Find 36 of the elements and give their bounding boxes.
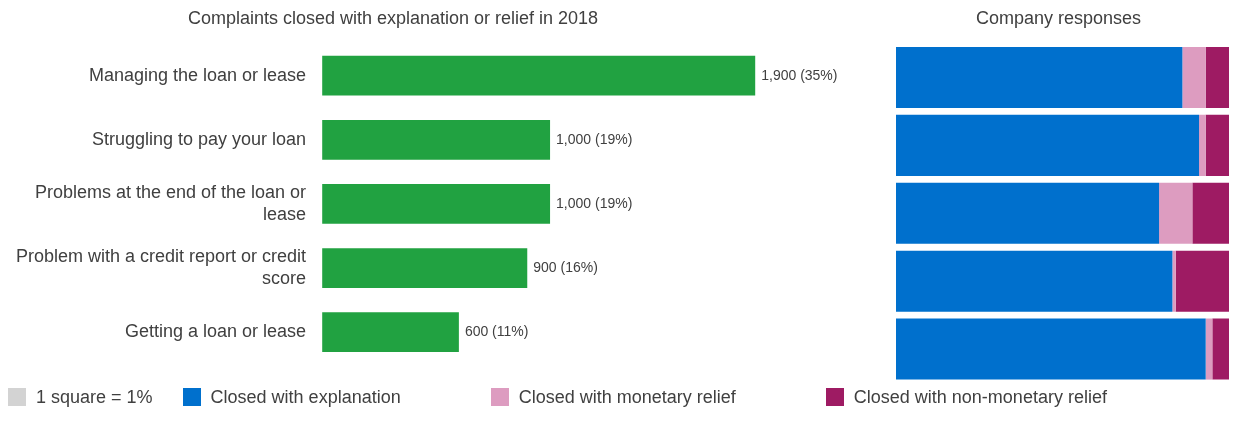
bar: [896, 114, 1200, 176]
text: 1 square = 1%: [36, 386, 153, 408]
bar: [1199, 114, 1206, 176]
y-tick-label: Struggling to pay your loan: [91, 128, 307, 149]
data-label: 900 (16%): [533, 258, 598, 275]
data-label: 600 (11%): [464, 323, 529, 339]
y-tick-label: Getting a loan or lease: [124, 321, 307, 342]
bar: [1172, 250, 1176, 312]
chart-title: Complaints closed with explanation or relief in 2018: [187, 7, 599, 28]
data-label: 1,000 (19%): [556, 194, 633, 211]
bar: [322, 184, 551, 224]
legend-label: Closed with monetary relief: [518, 386, 736, 408]
bar: [322, 312, 459, 353]
bar: [322, 248, 528, 288]
y-tick-label: Problems at the end of the loan or lease: [34, 182, 307, 224]
legend-label: Closed with non-monetary relief: [853, 386, 1107, 408]
bar: [896, 318, 1206, 380]
bar: [322, 119, 551, 160]
bar: [896, 250, 1173, 312]
bar: [896, 46, 1183, 109]
bar: [1182, 46, 1206, 109]
bar: [322, 55, 756, 96]
data-label: 1,000 (19%): [556, 130, 633, 147]
bar: [1205, 318, 1213, 380]
bar: [1212, 318, 1229, 380]
bar: [1175, 250, 1229, 312]
y-tick-label: Managing the loan or lease: [88, 64, 307, 85]
bar: [1192, 182, 1229, 244]
bar: [1159, 182, 1193, 244]
bar: [1205, 114, 1229, 176]
y-tick-label: Problem with a credit report or credit score: [16, 246, 307, 288]
bar: [1205, 46, 1229, 109]
bar: [896, 182, 1160, 244]
data-label: 1,900 (35%): [761, 66, 838, 83]
legend-label: Closed with explanation: [210, 386, 401, 408]
chart-title: Company responses: [975, 7, 1142, 28]
